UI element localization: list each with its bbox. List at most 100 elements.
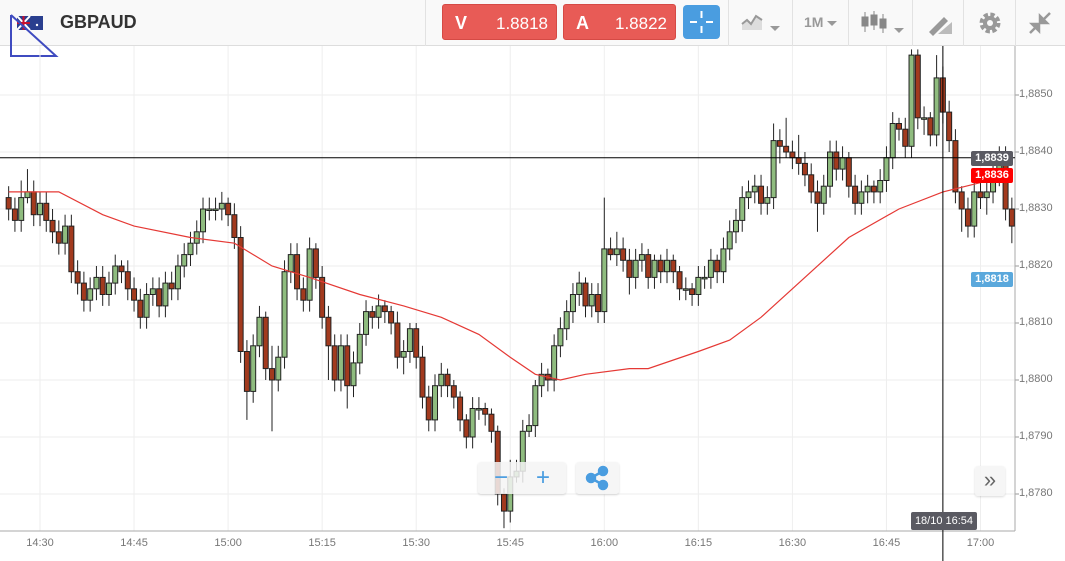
candle-down (783, 145, 790, 153)
candle-up (551, 345, 558, 381)
candle-down (833, 151, 840, 170)
candlestick-icon (861, 11, 887, 33)
candle-up (356, 333, 363, 364)
candle-down (808, 174, 815, 193)
candle-down (168, 282, 175, 290)
candle-up (739, 197, 746, 221)
price-chart[interactable] (0, 46, 1065, 561)
candle-up (250, 345, 257, 392)
candle-up (563, 311, 570, 330)
y-tick-label: 1,8840 (1019, 145, 1053, 157)
candle-down (689, 288, 696, 296)
bid-price-tag: 1,8818 (971, 272, 1013, 287)
candle-up (889, 123, 896, 159)
candle-up (908, 54, 915, 147)
chart-type-button[interactable] (740, 10, 780, 36)
candle-up (770, 140, 777, 199)
candle-down (789, 151, 796, 159)
candle-up (827, 151, 834, 187)
crosshair-button[interactable] (683, 5, 720, 39)
candle-down (758, 185, 765, 204)
scroll-right-button[interactable]: » (975, 466, 1005, 496)
candle-down (902, 128, 909, 147)
candle-down (895, 123, 902, 130)
candle-down (463, 419, 470, 438)
candle-up (883, 157, 890, 181)
candle-down (394, 322, 401, 358)
toolbar: GBPAUD V 1.8818 A 1.8822 1M (0, 0, 1065, 57)
candle-up (576, 282, 583, 296)
share-button[interactable] (576, 462, 619, 494)
draw-button[interactable] (926, 10, 954, 36)
candle-up (469, 408, 476, 438)
candle-down (870, 185, 877, 193)
candle-down (852, 185, 859, 204)
zoom-in-button[interactable]: + (535, 464, 550, 491)
candle-up (983, 191, 990, 199)
candle-up (557, 328, 564, 347)
candle-down (676, 271, 683, 290)
candle-down (268, 368, 275, 381)
x-tick-label: 15:15 (308, 537, 336, 549)
candle-down (626, 259, 633, 278)
candle-down (964, 208, 971, 227)
candle-up (601, 248, 608, 313)
candle-down (413, 328, 420, 358)
candle-down (80, 282, 87, 301)
candle-down (237, 237, 244, 352)
candle-up (350, 362, 357, 387)
candle-up (306, 248, 313, 301)
settings-button[interactable] (977, 10, 1003, 36)
timeframe-dropdown[interactable]: 1M (804, 14, 838, 40)
x-tick-label: 16:45 (872, 537, 901, 549)
y-tick-label: 1,8800 (1019, 373, 1053, 385)
candle-up (105, 282, 112, 296)
y-tick-label: 1,8830 (1019, 202, 1053, 214)
x-tick-label: 16:30 (778, 537, 807, 549)
x-tick-label: 15:45 (496, 537, 525, 549)
candle-down (977, 191, 984, 199)
zoom-out-button[interactable]: − (493, 464, 508, 491)
candle-down (30, 191, 37, 216)
candle-down (5, 197, 12, 210)
sell-button[interactable]: V 1.8818 (442, 4, 557, 40)
candle-down (262, 316, 269, 370)
candle-down (595, 294, 602, 313)
candle-down (444, 373, 451, 387)
candle-down (300, 288, 307, 301)
ma-price-tag: 1,8836 (971, 168, 1013, 183)
candle-up (337, 345, 344, 381)
x-tick-label: 15:30 (402, 537, 430, 549)
candle-up (632, 259, 639, 278)
buy-price: 1.8822 (615, 14, 667, 33)
candle-up (651, 259, 658, 278)
candle-down (620, 248, 627, 261)
candle-up (206, 208, 213, 211)
candle-down (607, 248, 614, 256)
candle-up (877, 180, 884, 193)
candle-down (482, 408, 489, 415)
candle-up (363, 311, 370, 335)
candle-down (952, 140, 959, 193)
buy-button[interactable]: A 1.8822 (563, 4, 676, 40)
candle-down (714, 259, 721, 273)
candle-up (200, 208, 207, 233)
chart-type-icon (741, 14, 763, 30)
x-tick-label: 17:00 (966, 537, 995, 549)
candle-down (457, 396, 464, 421)
candle-up (726, 231, 733, 250)
candle-down (231, 214, 238, 238)
candle-up (162, 282, 169, 307)
compress-button[interactable] (1027, 10, 1053, 36)
candle-up (588, 294, 595, 307)
sell-price: 1.8818 (496, 14, 548, 33)
candle-style-button[interactable] (860, 10, 904, 36)
sell-label: V (455, 13, 468, 33)
candle-up (24, 191, 31, 199)
crosshair-icon (690, 11, 713, 33)
x-tick-label: 15:00 (214, 537, 242, 549)
drawing-triangle-icon[interactable] (8, 12, 60, 58)
timeframe-value: 1M (804, 14, 824, 30)
candle-down (137, 299, 144, 318)
share-icon (585, 465, 609, 491)
